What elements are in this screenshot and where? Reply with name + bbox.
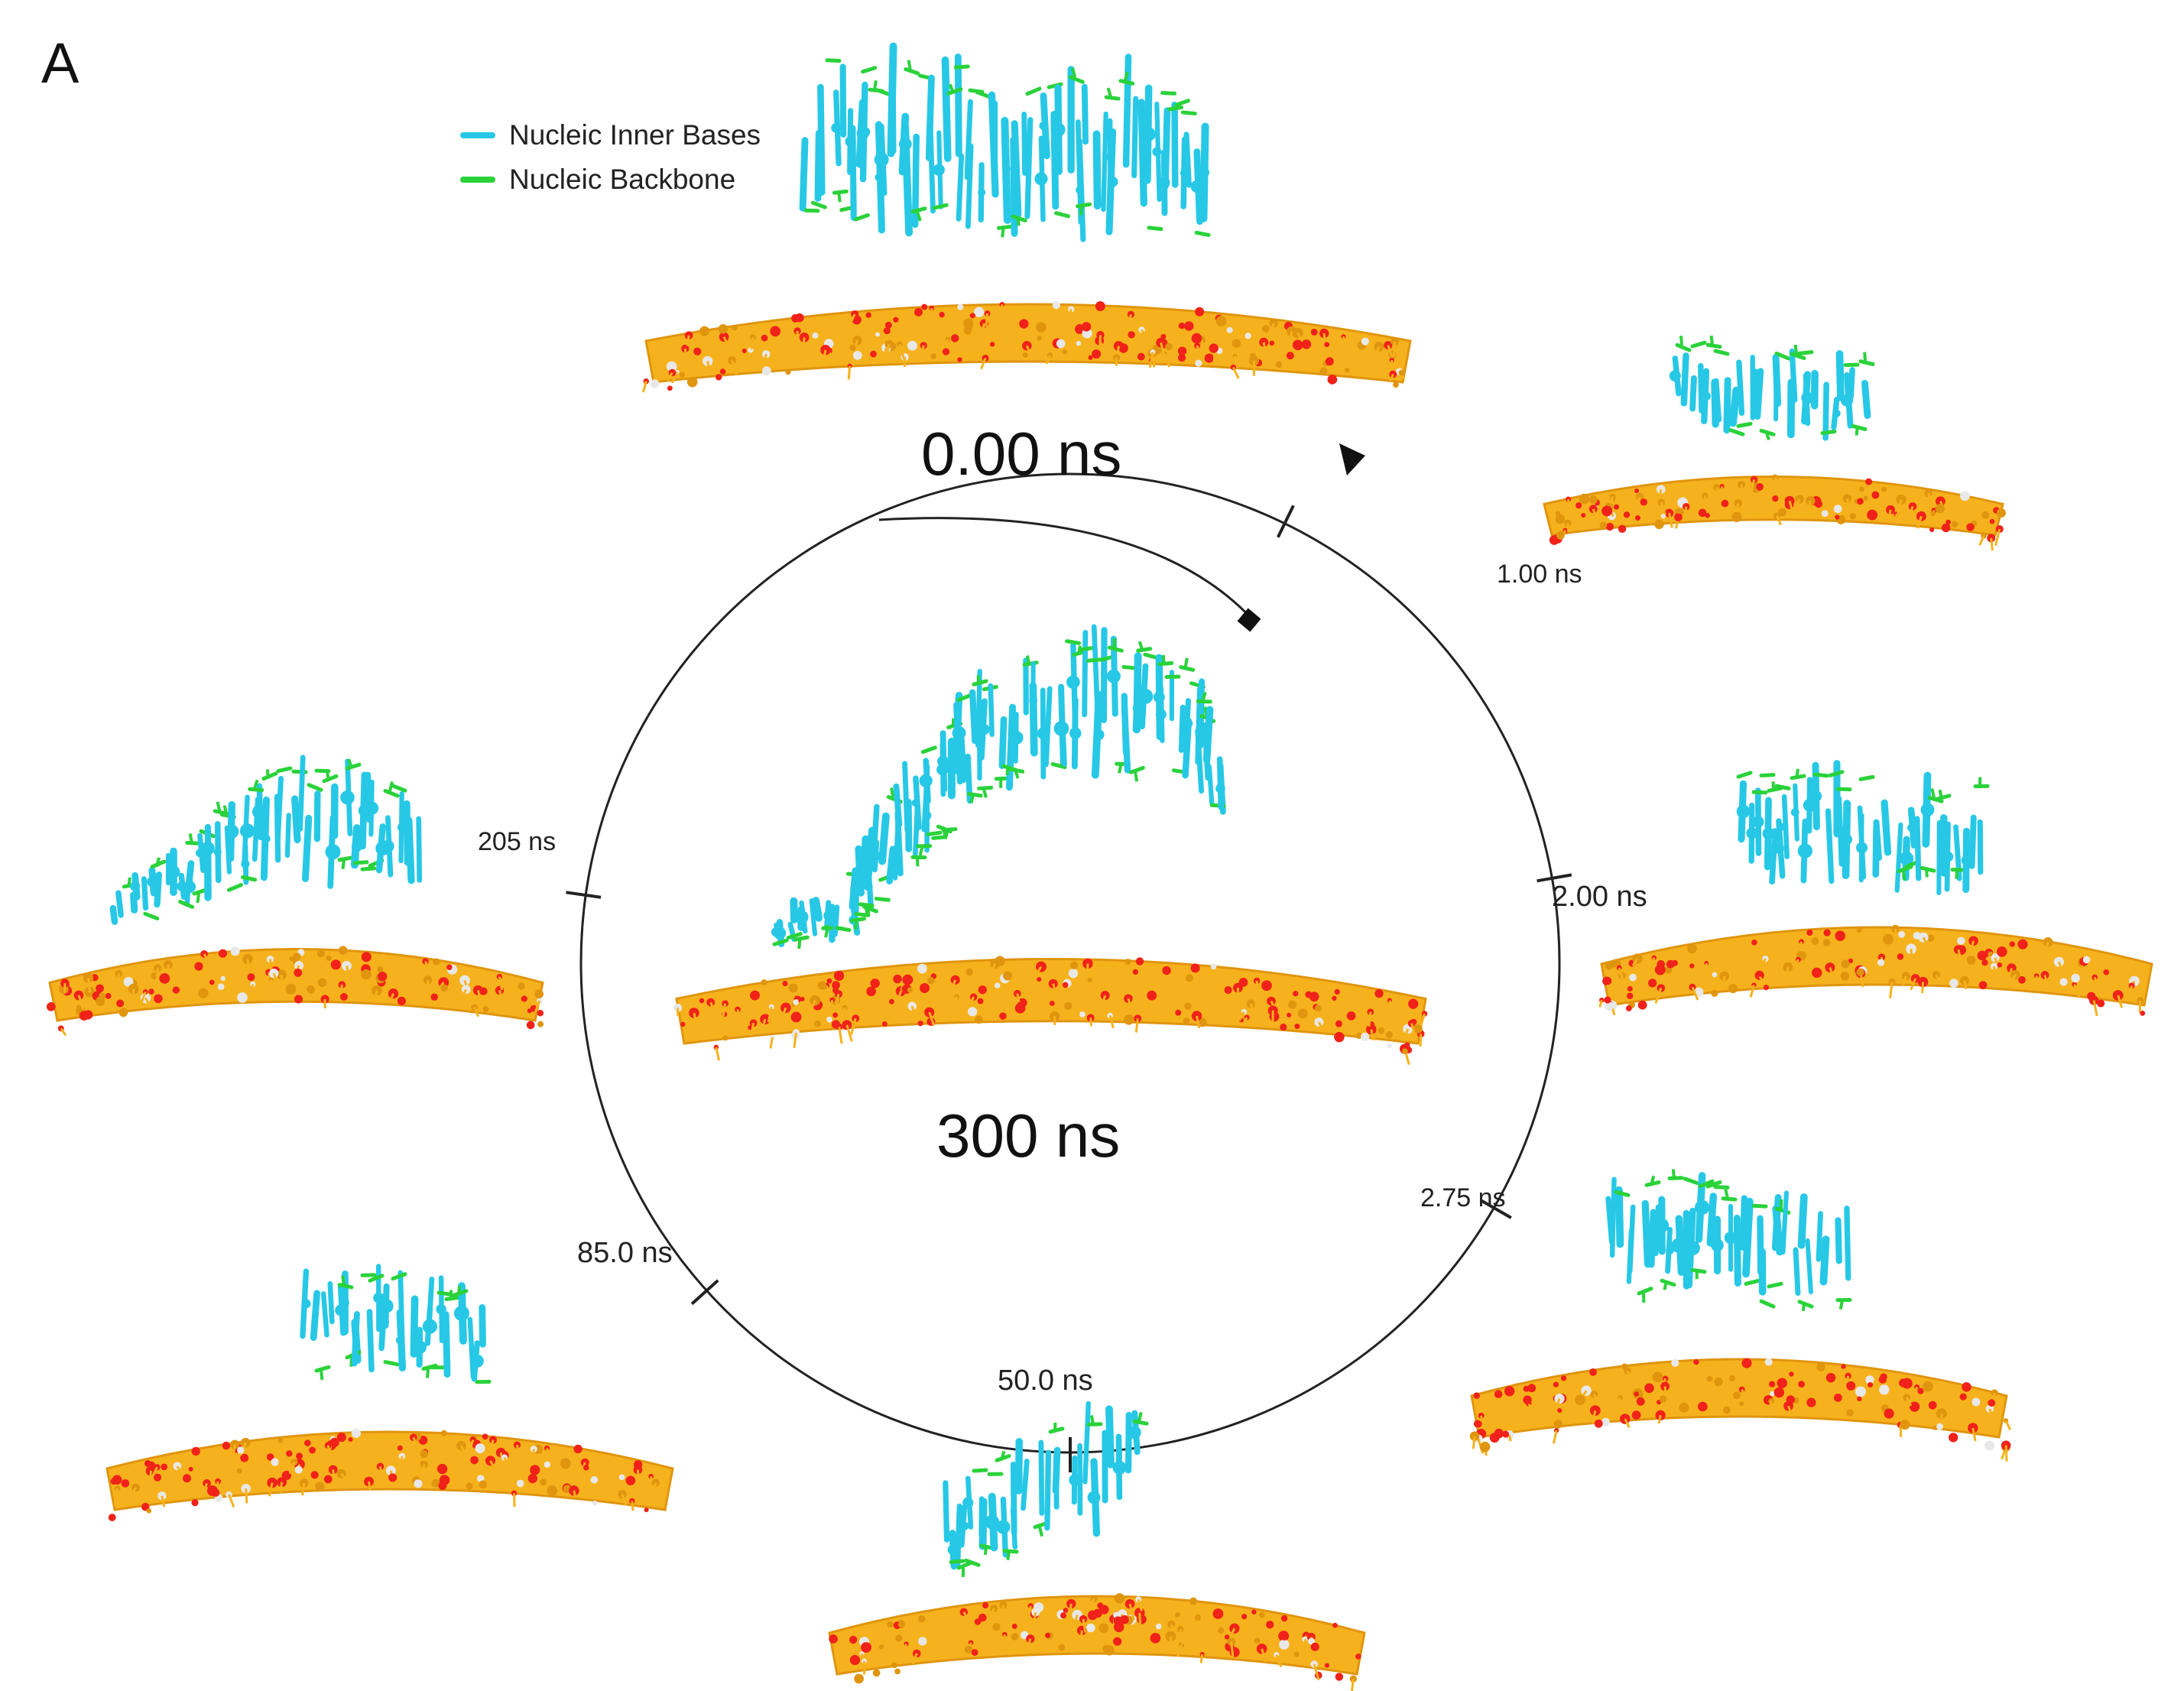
time-label-start: 0.00 ns — [921, 420, 1122, 488]
graphene-oxide-sheet — [828, 1593, 1366, 1691]
tick-label: 85.0 ns — [577, 1237, 673, 1269]
inner-arrow-head — [1237, 608, 1261, 632]
graphene-oxide-sheet — [673, 956, 1428, 1066]
tick-label: 1.00 ns — [1497, 560, 1582, 589]
graphene-oxide-sheet — [641, 301, 1412, 393]
dna-structure — [1669, 335, 1875, 441]
timeline-tick — [1479, 1199, 1512, 1219]
timeline-tick — [690, 1279, 719, 1306]
time-label-center: 300 ns — [936, 1102, 1121, 1170]
timeline-arrowhead — [1339, 443, 1365, 475]
legend-swatch-backbone — [460, 177, 495, 183]
tick-label: 50.0 ns — [998, 1365, 1093, 1397]
inner-arrow-path — [878, 517, 1255, 622]
timeline-tick — [1276, 505, 1295, 538]
dna-structure — [1605, 1169, 1852, 1312]
dna-structure — [109, 755, 423, 925]
dna-structure — [943, 1401, 1149, 1577]
snapshot-layer — [46, 42, 2153, 1691]
legend: Nucleic Inner Bases Nucleic Backbone — [460, 113, 761, 202]
graphene-oxide-sheet — [1469, 1358, 2011, 1462]
legend-label: Nucleic Backbone — [509, 164, 736, 195]
graphene-oxide-sheet — [46, 946, 544, 1037]
timeline-tick — [1537, 873, 1572, 883]
dna-structure — [799, 42, 1211, 242]
legend-swatch-bases — [460, 132, 495, 138]
tick-label: 2.75 ns — [1420, 1183, 1506, 1212]
tick-label: 205 ns — [478, 827, 557, 856]
graphene-oxide-sheet — [105, 1428, 674, 1521]
timeline-tick — [566, 891, 602, 899]
dna-structure — [1736, 760, 1990, 895]
legend-label: Nucleic Inner Bases — [509, 119, 761, 151]
graphene-oxide-sheet — [1543, 474, 2006, 551]
dna-structure — [771, 624, 1226, 949]
legend-item-inner-bases: Nucleic Inner Bases — [460, 113, 761, 157]
dna-structure — [300, 1264, 492, 1384]
legend-item-backbone: Nucleic Backbone — [460, 157, 761, 202]
panel-label: A — [41, 31, 80, 95]
graphene-oxide-sheet — [1598, 924, 2153, 1017]
timeline-ticks — [566, 505, 1572, 1472]
tick-label: 2.00 ns — [1552, 881, 1647, 913]
